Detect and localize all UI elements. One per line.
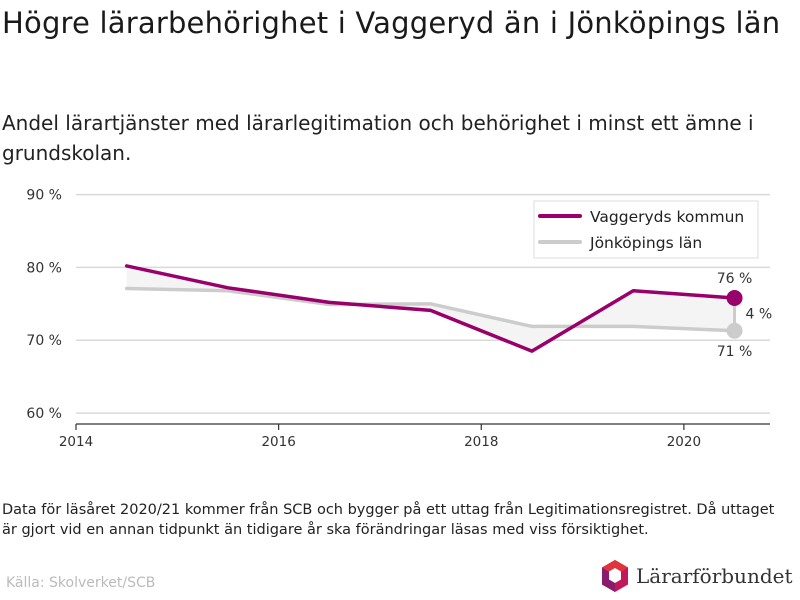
chart-subtitle: Andel lärartjänster med lärarlegitimatio… [2,111,754,165]
axes: 60 % 70 % 80 % 90 % 2014 2016 2018 2020 [26,188,770,450]
source-text: Källa: Skolverket/SCB [6,575,156,591]
logo-text: Lärarförbundet [636,564,793,588]
series-lines [124,264,743,353]
line-chart: 60 % 70 % 80 % 90 % 2014 2016 2018 2020 76 % 71 … [26,188,772,450]
end-label-jonkoping: 71 % [717,344,753,360]
lararforbundet-logo: Lärarförbundet [600,556,793,596]
chart-title: Högre lärarbehörighet i Vaggeryd än i Jö… [2,6,781,40]
x-tick-label: 2020 [667,434,701,450]
x-tick-label: 2014 [59,434,93,450]
legend-label-jonkoping: Jönköpings län [589,234,702,252]
gap-area [126,265,735,352]
end-marker-jonkoping [726,322,743,339]
x-tick-label: 2016 [261,434,295,450]
legend: Vaggeryds kommun Jönköpings län [533,200,759,259]
legend-box [533,200,759,259]
footnote: Data för läsåret 2020/21 kommer från SCB… [2,502,775,538]
y-tick-label: 70 % [26,333,62,349]
end-label-vaggeryd: 76 % [717,271,753,287]
end-marker-vaggeryd [726,289,743,306]
legend-label-vaggeryd: Vaggeryds kommun [590,208,744,226]
x-tick-label: 2018 [464,434,498,450]
series-line-jonkoping [124,286,737,333]
end-labels: 76 % 71 % 4 % [717,271,772,360]
logo-hexagon-icon [602,560,628,592]
y-tick-label: 80 % [26,260,62,276]
difference-label: 4 % [746,306,773,322]
y-tick-label: 90 % [26,188,62,204]
gap-area-fill [126,265,735,352]
grid-lines [76,193,770,414]
y-tick-label: 60 % [26,406,62,422]
series-line-vaggeryd [124,264,737,353]
